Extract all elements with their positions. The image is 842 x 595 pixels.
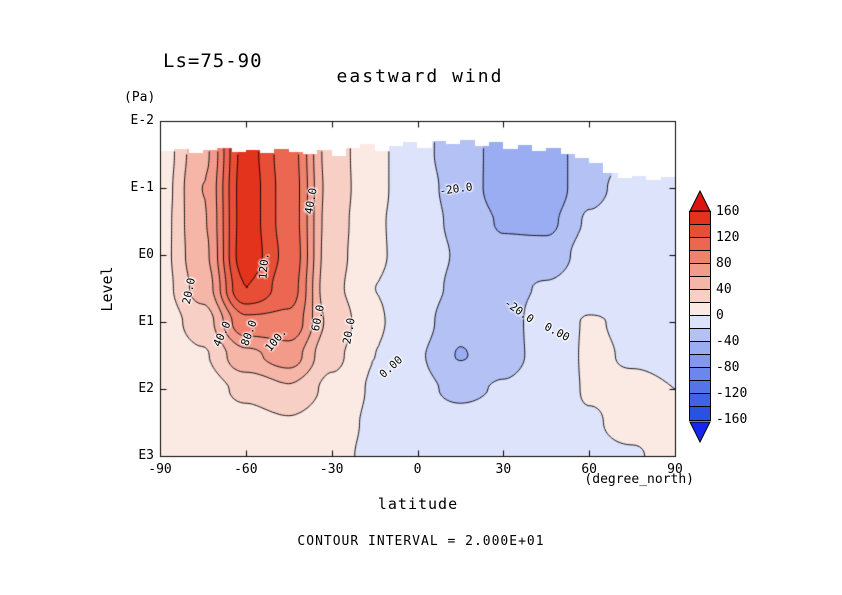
colorbar-band [690,394,710,407]
colorbar-band [690,251,710,264]
colorbar-tick-label: -160 [716,412,748,427]
colorbar-band [690,355,710,368]
x-axis-title: latitude [377,495,459,513]
colorbar-tick-label: -40 [716,334,740,349]
colorbar-under-arrow [689,421,711,443]
x-tick-label: 30 [495,462,512,477]
colorbar-tick-label: 160 [716,204,740,219]
colorbar-tick-label: 120 [716,230,740,245]
x-tick-label: 0 [413,462,422,477]
contour-label: 120. [256,252,272,280]
colorbar-band [690,212,710,225]
colorbar-band [690,316,710,329]
colorbar-band [690,264,710,277]
colorbar-tick-label: 0 [716,308,724,323]
x-tick-label: -60 [234,462,258,477]
colorbar-band [690,368,710,381]
x-tick-label: -30 [319,462,344,477]
colorbar-over-arrow [689,190,711,212]
x-tick-label: 60 [581,462,597,477]
colorbar-band [690,407,710,420]
colorbar-band [690,225,710,238]
colorbar-band [690,303,710,316]
y-tick-label: E-2 [130,113,154,128]
colorbar-band [690,238,710,251]
x-tick-label: -90 [148,462,172,477]
y-tick-label: E0 [138,247,154,262]
y-tick-label: E1 [138,314,154,329]
colorbar-band [690,381,710,394]
colorbar-tick-label: 80 [716,256,732,271]
y-tick-label: E2 [138,381,154,396]
colorbar-tick-label: -80 [716,360,740,375]
x-axis-unit-label: (degree_north) [584,472,694,487]
colorbar-band [690,329,710,342]
colorbar-band [690,290,710,303]
colorbar-tick-label: -120 [716,386,748,401]
y-tick-label: E-1 [130,180,154,195]
colorbar-band [690,277,710,290]
x-tick-label: 90 [667,462,683,477]
chart-title: eastward wind [336,66,504,87]
y-axis-unit-label: (Pa) [124,90,156,105]
contour-interval-caption: CONTOUR INTERVAL = 2.000E+01 [297,534,545,549]
colorbar-band [690,342,710,355]
subtitle-ls: Ls=75-90 [163,50,263,72]
y-tick-label: E3 [138,448,154,463]
colorbar-tick-label: 40 [716,282,732,297]
colorbar-bands [689,211,711,421]
